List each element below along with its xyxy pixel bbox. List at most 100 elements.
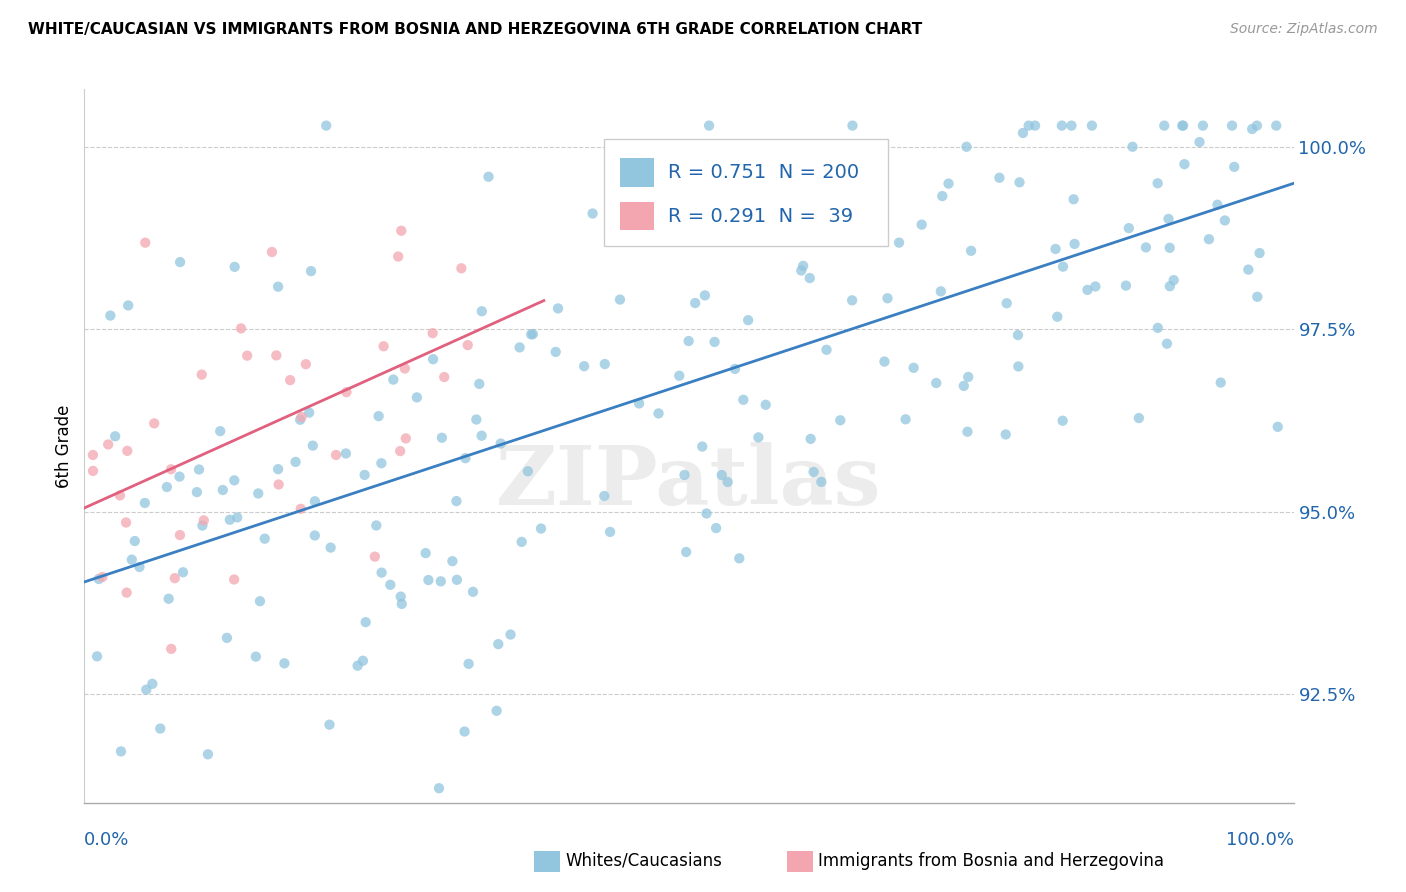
Point: [1012, 126, 1035, 140]
Text: Immigrants from Bosnia and Herzegovina: Immigrants from Bosnia and Herzegovina: [818, 852, 1164, 870]
Point: [115, 516, 138, 530]
Point: [267, 279, 290, 293]
Point: [1223, 160, 1246, 174]
Point: [1128, 411, 1150, 425]
Point: [380, 578, 402, 592]
Point: [418, 573, 440, 587]
Text: R = 0.291  N =  39: R = 0.291 N = 39: [668, 207, 853, 226]
Point: [509, 340, 531, 354]
Point: [304, 528, 326, 542]
Point: [299, 264, 322, 278]
Point: [695, 507, 717, 521]
Point: [995, 296, 1018, 310]
Point: [117, 443, 139, 458]
Point: [1063, 236, 1085, 251]
Point: [938, 177, 960, 191]
Point: [163, 571, 186, 585]
Point: [389, 224, 412, 238]
Point: [370, 456, 392, 470]
Point: [190, 368, 212, 382]
Point: [1007, 359, 1029, 374]
Point: [218, 513, 240, 527]
Point: [97, 437, 120, 451]
Point: [988, 170, 1011, 185]
Point: [260, 245, 283, 260]
Point: [193, 513, 215, 527]
Point: [839, 218, 862, 232]
Point: [352, 654, 374, 668]
Point: [1018, 119, 1040, 133]
Point: [1267, 420, 1289, 434]
Point: [1209, 376, 1232, 390]
Point: [86, 649, 108, 664]
Point: [1206, 198, 1229, 212]
Point: [873, 354, 896, 368]
Point: [1237, 262, 1260, 277]
Point: [134, 496, 156, 510]
FancyBboxPatch shape: [605, 139, 889, 246]
Text: Source: ZipAtlas.com: Source: ZipAtlas.com: [1230, 22, 1378, 37]
Point: [267, 477, 290, 491]
Point: [134, 235, 156, 250]
Point: [1156, 336, 1178, 351]
Point: [960, 244, 983, 258]
Point: [108, 488, 131, 502]
Point: [229, 321, 252, 335]
Point: [955, 140, 977, 154]
Point: [799, 271, 821, 285]
Point: [149, 722, 172, 736]
Point: [461, 584, 484, 599]
Point: [115, 585, 138, 599]
Point: [1084, 279, 1107, 293]
Point: [226, 510, 249, 524]
Point: [704, 521, 727, 535]
Point: [224, 260, 246, 274]
Point: [389, 590, 412, 604]
Point: [876, 291, 898, 305]
Point: [441, 554, 464, 568]
Point: [1008, 175, 1031, 189]
Point: [733, 392, 755, 407]
Point: [628, 396, 651, 410]
Point: [994, 427, 1017, 442]
Text: Whites/Caucasians: Whites/Caucasians: [565, 852, 723, 870]
Point: [485, 704, 508, 718]
Point: [236, 349, 259, 363]
Text: 100.0%: 100.0%: [1226, 831, 1294, 849]
Point: [169, 469, 191, 483]
Point: [703, 334, 725, 349]
Point: [1157, 211, 1180, 226]
Point: [454, 451, 477, 466]
Point: [141, 677, 163, 691]
Point: [395, 431, 418, 445]
Point: [953, 379, 976, 393]
Point: [929, 285, 952, 299]
Point: [430, 431, 453, 445]
Point: [364, 549, 387, 564]
Point: [318, 717, 340, 731]
Point: [290, 501, 312, 516]
Point: [810, 475, 832, 489]
Point: [830, 413, 852, 427]
Point: [800, 432, 823, 446]
Point: [547, 301, 569, 316]
Point: [1163, 273, 1185, 287]
Point: [468, 376, 491, 391]
Point: [267, 462, 290, 476]
Point: [91, 570, 114, 584]
Point: [301, 439, 323, 453]
Point: [1076, 283, 1098, 297]
Point: [1246, 290, 1268, 304]
Point: [1220, 119, 1243, 133]
Point: [1052, 260, 1074, 274]
Point: [457, 657, 479, 671]
Point: [450, 261, 472, 276]
Point: [124, 534, 146, 549]
Point: [1192, 119, 1215, 133]
Point: [290, 413, 312, 427]
Point: [1146, 321, 1168, 335]
Point: [471, 304, 494, 318]
Point: [522, 327, 544, 342]
Point: [544, 345, 567, 359]
Point: [1024, 119, 1046, 133]
